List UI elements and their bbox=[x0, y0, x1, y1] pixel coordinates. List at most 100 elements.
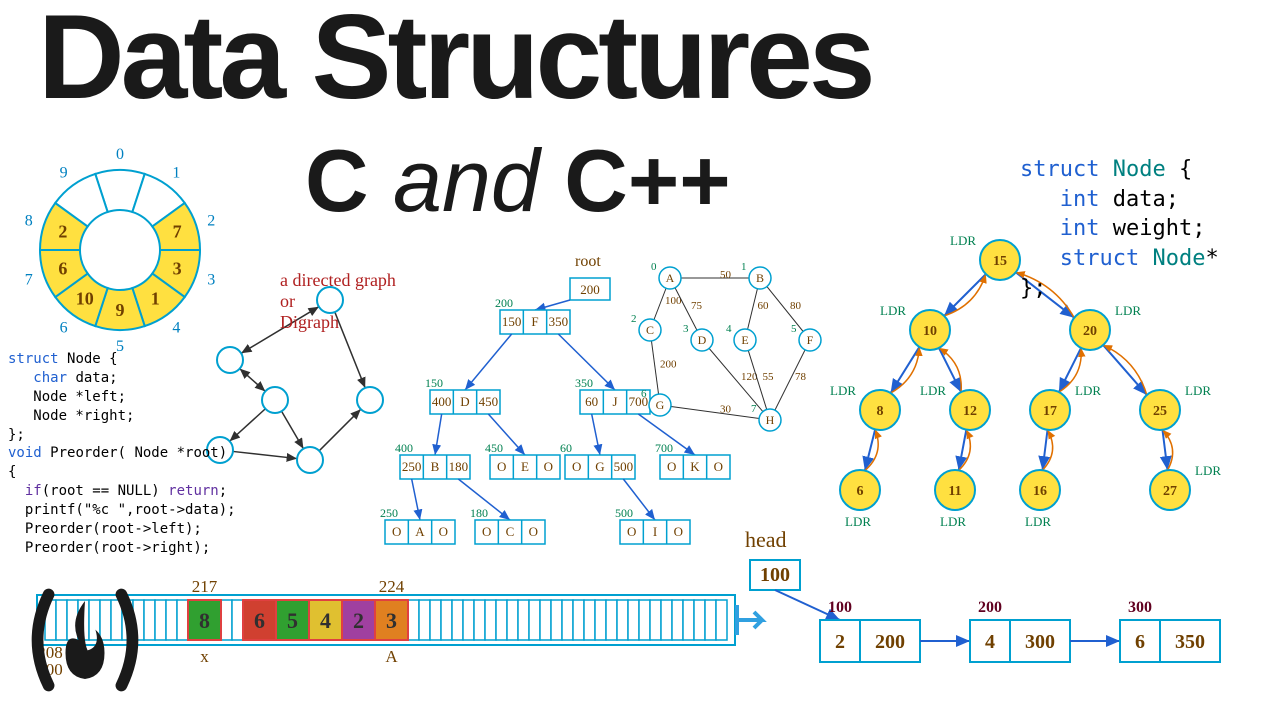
svg-text:10: 10 bbox=[923, 324, 937, 339]
svg-text:3: 3 bbox=[386, 608, 397, 633]
svg-text:100: 100 bbox=[760, 564, 790, 586]
svg-text:1: 1 bbox=[151, 289, 160, 309]
svg-text:100: 100 bbox=[828, 599, 852, 616]
svg-text:11: 11 bbox=[948, 484, 961, 499]
svg-text:224: 224 bbox=[379, 577, 405, 596]
svg-text:K: K bbox=[690, 459, 700, 474]
svg-text:8: 8 bbox=[25, 212, 33, 229]
svg-text:2: 2 bbox=[207, 212, 215, 229]
svg-text:250: 250 bbox=[380, 506, 398, 520]
svg-text:10: 10 bbox=[76, 289, 94, 309]
svg-text:LDR: LDR bbox=[845, 514, 871, 529]
svg-text:7: 7 bbox=[25, 272, 33, 289]
svg-text:17: 17 bbox=[1043, 404, 1057, 419]
svg-text:2: 2 bbox=[835, 631, 845, 653]
svg-text:700: 700 bbox=[655, 441, 673, 455]
svg-text:6: 6 bbox=[641, 388, 647, 400]
tree-root-label: root bbox=[575, 253, 601, 271]
svg-text:55: 55 bbox=[763, 371, 775, 383]
svg-text:O: O bbox=[544, 459, 553, 474]
svg-text:C: C bbox=[646, 323, 654, 337]
subtitle: C and C++ bbox=[305, 130, 731, 232]
svg-text:D: D bbox=[460, 394, 469, 409]
svg-text:217: 217 bbox=[192, 577, 218, 596]
svg-text:4: 4 bbox=[985, 631, 995, 653]
svg-text:LDR: LDR bbox=[920, 383, 946, 398]
svg-text:LDR: LDR bbox=[940, 514, 966, 529]
svg-text:E: E bbox=[741, 333, 748, 347]
svg-text:250: 250 bbox=[402, 459, 422, 474]
svg-text:6: 6 bbox=[60, 320, 68, 337]
svg-text:15: 15 bbox=[993, 254, 1007, 269]
svg-text:7: 7 bbox=[751, 403, 757, 415]
svg-text:50: 50 bbox=[720, 269, 732, 281]
svg-text:O: O bbox=[497, 459, 506, 474]
svg-text:O: O bbox=[392, 524, 401, 539]
svg-text:4: 4 bbox=[172, 320, 180, 337]
svg-text:400: 400 bbox=[395, 441, 413, 455]
svg-text:350: 350 bbox=[575, 376, 593, 390]
svg-text:80: 80 bbox=[790, 300, 802, 312]
svg-text:6: 6 bbox=[857, 484, 864, 499]
svg-text:8: 8 bbox=[877, 404, 884, 419]
svg-text:4: 4 bbox=[320, 608, 331, 633]
svg-text:C: C bbox=[506, 524, 515, 539]
svg-text:4: 4 bbox=[726, 323, 732, 335]
freecodecamp-logo-icon bbox=[20, 575, 150, 710]
svg-text:LDR: LDR bbox=[1195, 463, 1221, 478]
code-struct-node: struct Node { int data; int weight; stru… bbox=[1020, 155, 1219, 303]
svg-text:1: 1 bbox=[172, 164, 180, 181]
svg-text:2: 2 bbox=[58, 221, 67, 241]
svg-text:200: 200 bbox=[495, 296, 513, 310]
svg-text:I: I bbox=[653, 524, 657, 539]
svg-text:6: 6 bbox=[58, 259, 67, 279]
svg-text:LDR: LDR bbox=[1025, 514, 1051, 529]
svg-text:200: 200 bbox=[875, 631, 905, 653]
svg-text:H: H bbox=[766, 413, 775, 427]
svg-text:2: 2 bbox=[353, 608, 364, 633]
svg-text:300: 300 bbox=[1025, 631, 1055, 653]
svg-text:B: B bbox=[431, 459, 440, 474]
svg-text:E: E bbox=[521, 459, 529, 474]
svg-text:9: 9 bbox=[116, 300, 125, 320]
svg-text:O: O bbox=[667, 459, 676, 474]
svg-text:O: O bbox=[439, 524, 448, 539]
svg-text:78: 78 bbox=[795, 371, 807, 383]
svg-text:A: A bbox=[666, 271, 675, 285]
svg-text:75: 75 bbox=[691, 300, 703, 312]
svg-text:J: J bbox=[612, 394, 617, 409]
svg-text:9: 9 bbox=[60, 164, 68, 181]
svg-text:O: O bbox=[572, 459, 581, 474]
svg-text:O: O bbox=[627, 524, 636, 539]
svg-text:400: 400 bbox=[432, 394, 452, 409]
svg-text:350: 350 bbox=[549, 314, 569, 329]
svg-text:3: 3 bbox=[207, 272, 215, 289]
svg-text:27: 27 bbox=[1163, 484, 1177, 499]
svg-text:B: B bbox=[756, 271, 764, 285]
svg-text:60: 60 bbox=[585, 394, 598, 409]
svg-text:60: 60 bbox=[560, 441, 572, 455]
svg-text:LDR: LDR bbox=[950, 233, 976, 248]
svg-text:25: 25 bbox=[1153, 404, 1167, 419]
svg-text:D: D bbox=[698, 333, 707, 347]
svg-text:O: O bbox=[482, 524, 491, 539]
svg-text:LDR: LDR bbox=[830, 383, 856, 398]
svg-text:LDR: LDR bbox=[1185, 383, 1211, 398]
svg-text:5: 5 bbox=[791, 323, 797, 335]
svg-text:16: 16 bbox=[1033, 484, 1047, 499]
svg-text:LDR: LDR bbox=[880, 303, 906, 318]
code-preorder: struct Node { char data; Node *left; Nod… bbox=[8, 350, 236, 558]
svg-text:7: 7 bbox=[173, 221, 182, 241]
svg-text:300: 300 bbox=[1128, 599, 1152, 616]
svg-text:6: 6 bbox=[254, 608, 265, 633]
svg-text:0: 0 bbox=[116, 146, 124, 163]
svg-text:12: 12 bbox=[963, 404, 977, 419]
svg-text:LDR: LDR bbox=[1115, 303, 1141, 318]
svg-text:150: 150 bbox=[425, 376, 443, 390]
linkedlist-head-label: head bbox=[745, 527, 787, 553]
digraph-label: a directed graphorDigraph bbox=[280, 270, 396, 333]
svg-text:450: 450 bbox=[479, 394, 499, 409]
svg-text:8: 8 bbox=[199, 608, 210, 633]
main-title: Data Structures bbox=[38, 0, 872, 126]
svg-text:x: x bbox=[200, 647, 209, 666]
